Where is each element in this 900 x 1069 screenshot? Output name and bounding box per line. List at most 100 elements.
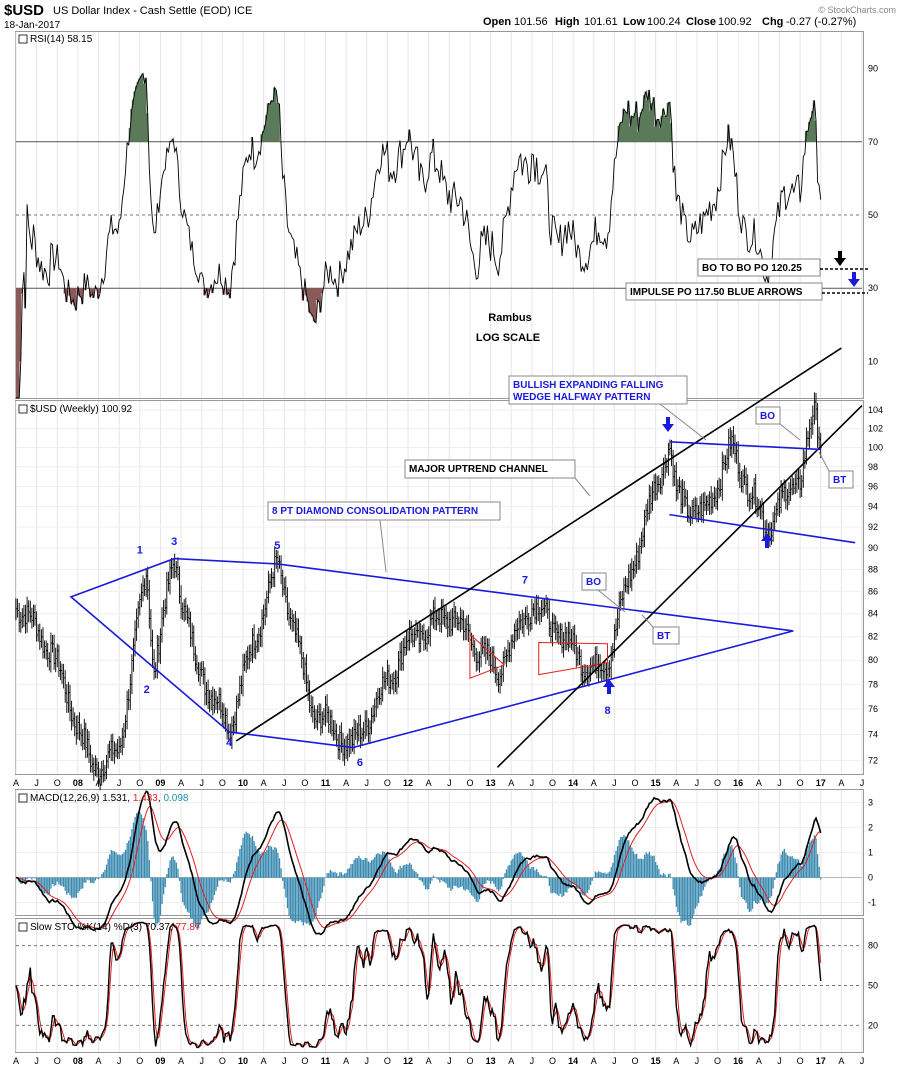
rsi-overbought-fill — [274, 90, 277, 142]
open-value: 101.56 — [514, 16, 548, 28]
rsi-overbought-fill — [141, 73, 144, 142]
macd-hist-bar — [662, 873, 665, 878]
macd-hist-bar — [509, 864, 511, 878]
macd-hist-bar — [797, 859, 800, 878]
rsi-overbought-fill — [623, 111, 626, 142]
macd-hist-bar — [683, 877, 685, 922]
macd-hist-bar — [621, 836, 624, 878]
rsi-overbought-fill — [619, 122, 622, 142]
callout-pointer — [641, 614, 654, 628]
x-tick-label: J — [34, 778, 39, 788]
macd-hist-bar — [777, 863, 779, 878]
macd-hist-bar — [547, 877, 549, 879]
macd-hist-bar — [402, 865, 404, 878]
macd-hist-bar — [642, 859, 644, 878]
macd-hist-bar — [578, 877, 581, 890]
macd-hist-bar — [561, 877, 563, 898]
x-tick-label: J — [612, 778, 617, 788]
x-tick-label: J — [282, 1056, 287, 1066]
macd-hist-bar — [34, 877, 36, 879]
macd-hist-bar — [382, 851, 384, 878]
macd-hist-bar — [532, 866, 535, 878]
macd-hist-bar — [207, 877, 209, 913]
macd-hist-bar — [589, 877, 592, 886]
x-tick-label: 15 — [651, 778, 661, 788]
rsi-overbought-fill — [269, 100, 272, 142]
rsi-overbought-fill — [635, 101, 638, 142]
macd-hist-bar — [194, 877, 197, 928]
x-tick-label: 16 — [733, 778, 743, 788]
callout-pointer — [818, 451, 830, 472]
macd-hist-bar — [550, 877, 552, 894]
macd-hist-bar — [745, 877, 747, 903]
rsi-oversold-fill — [79, 288, 82, 298]
blue-arrow-down — [662, 417, 674, 432]
macd-hist-bar — [464, 877, 466, 891]
macd-hist-bar — [118, 854, 120, 878]
macd-hist-bar — [574, 877, 576, 885]
x-tick-label: 10 — [238, 1056, 248, 1066]
price-tick-label: 90 — [868, 543, 878, 553]
rsi-overbought-fill — [806, 131, 809, 142]
callout-box — [267, 501, 501, 521]
macd-hist-bar — [213, 877, 216, 895]
macd-hist-bar — [334, 871, 336, 878]
macd-hist-bar — [315, 877, 317, 916]
macd-hist-bar — [82, 877, 84, 889]
macd-hist-bar — [405, 864, 408, 878]
x-tick-label: J — [860, 1056, 865, 1066]
series-layer — [15, 72, 822, 1049]
macd-hist-bar — [320, 877, 322, 899]
macd-hist-bar — [259, 854, 262, 878]
wedge-upper-line — [669, 441, 821, 451]
macd-hist-bar — [426, 877, 428, 890]
macd-hist-bar — [540, 875, 543, 878]
macd-hist-bar — [94, 877, 97, 881]
macd-hist-bar — [305, 877, 308, 924]
macd-hist-bar — [764, 877, 766, 905]
macd-hist-bar — [732, 849, 735, 878]
rsi-oversold-fill — [309, 288, 312, 314]
sto-k-value: 70.37 — [145, 922, 170, 933]
macd-hist-bar — [90, 877, 92, 884]
macd-hist-bar — [155, 877, 157, 927]
macd-hist-bar — [277, 852, 279, 878]
macd-hist-bar — [645, 852, 647, 878]
price-tick-label: 78 — [868, 679, 878, 689]
rsi-tick-label: 90 — [868, 64, 878, 74]
high-label: High — [555, 16, 580, 28]
macd-hist-bar — [724, 852, 727, 878]
macd-hist-bar — [458, 877, 460, 889]
rsi-oversold-fill — [90, 288, 93, 293]
macd-hist-bar — [161, 877, 163, 905]
macd-hist-bar — [591, 877, 593, 881]
rsi-overbought-fill — [627, 100, 630, 142]
macd-hist-bar — [74, 877, 76, 898]
x-tick-label: A — [756, 1056, 762, 1066]
macd-hist-bar — [105, 864, 108, 878]
macd-hist-bar — [593, 877, 595, 878]
macd-hist-bar — [323, 877, 325, 887]
macd-hist-bar — [661, 874, 663, 878]
macd-hist-bar — [526, 860, 528, 878]
rsi-oversold-fill — [92, 288, 95, 298]
rsi-overbought-fill — [649, 111, 652, 142]
macd-tick-label: 2 — [868, 823, 873, 833]
rsi-oversold-fill — [20, 288, 23, 294]
macd-hist-bar — [316, 877, 319, 908]
macd-hist-bar — [758, 877, 760, 903]
macd-hist-bar — [104, 869, 106, 878]
bt-callout-1: BT — [641, 614, 680, 645]
chart-date: 18-Jan-2017 — [4, 20, 61, 31]
macd-hist-bar — [436, 877, 438, 879]
macd-hist-bar — [818, 866, 820, 878]
macd-hist-bar — [440, 877, 443, 881]
macd-hist-bar — [245, 831, 247, 878]
rsi-overbought-fill — [660, 116, 663, 142]
callout-box — [755, 406, 781, 425]
wave-point-label: 1 — [137, 544, 143, 556]
x-tick-label: J — [530, 778, 535, 788]
macd-hist-bar — [442, 877, 444, 882]
